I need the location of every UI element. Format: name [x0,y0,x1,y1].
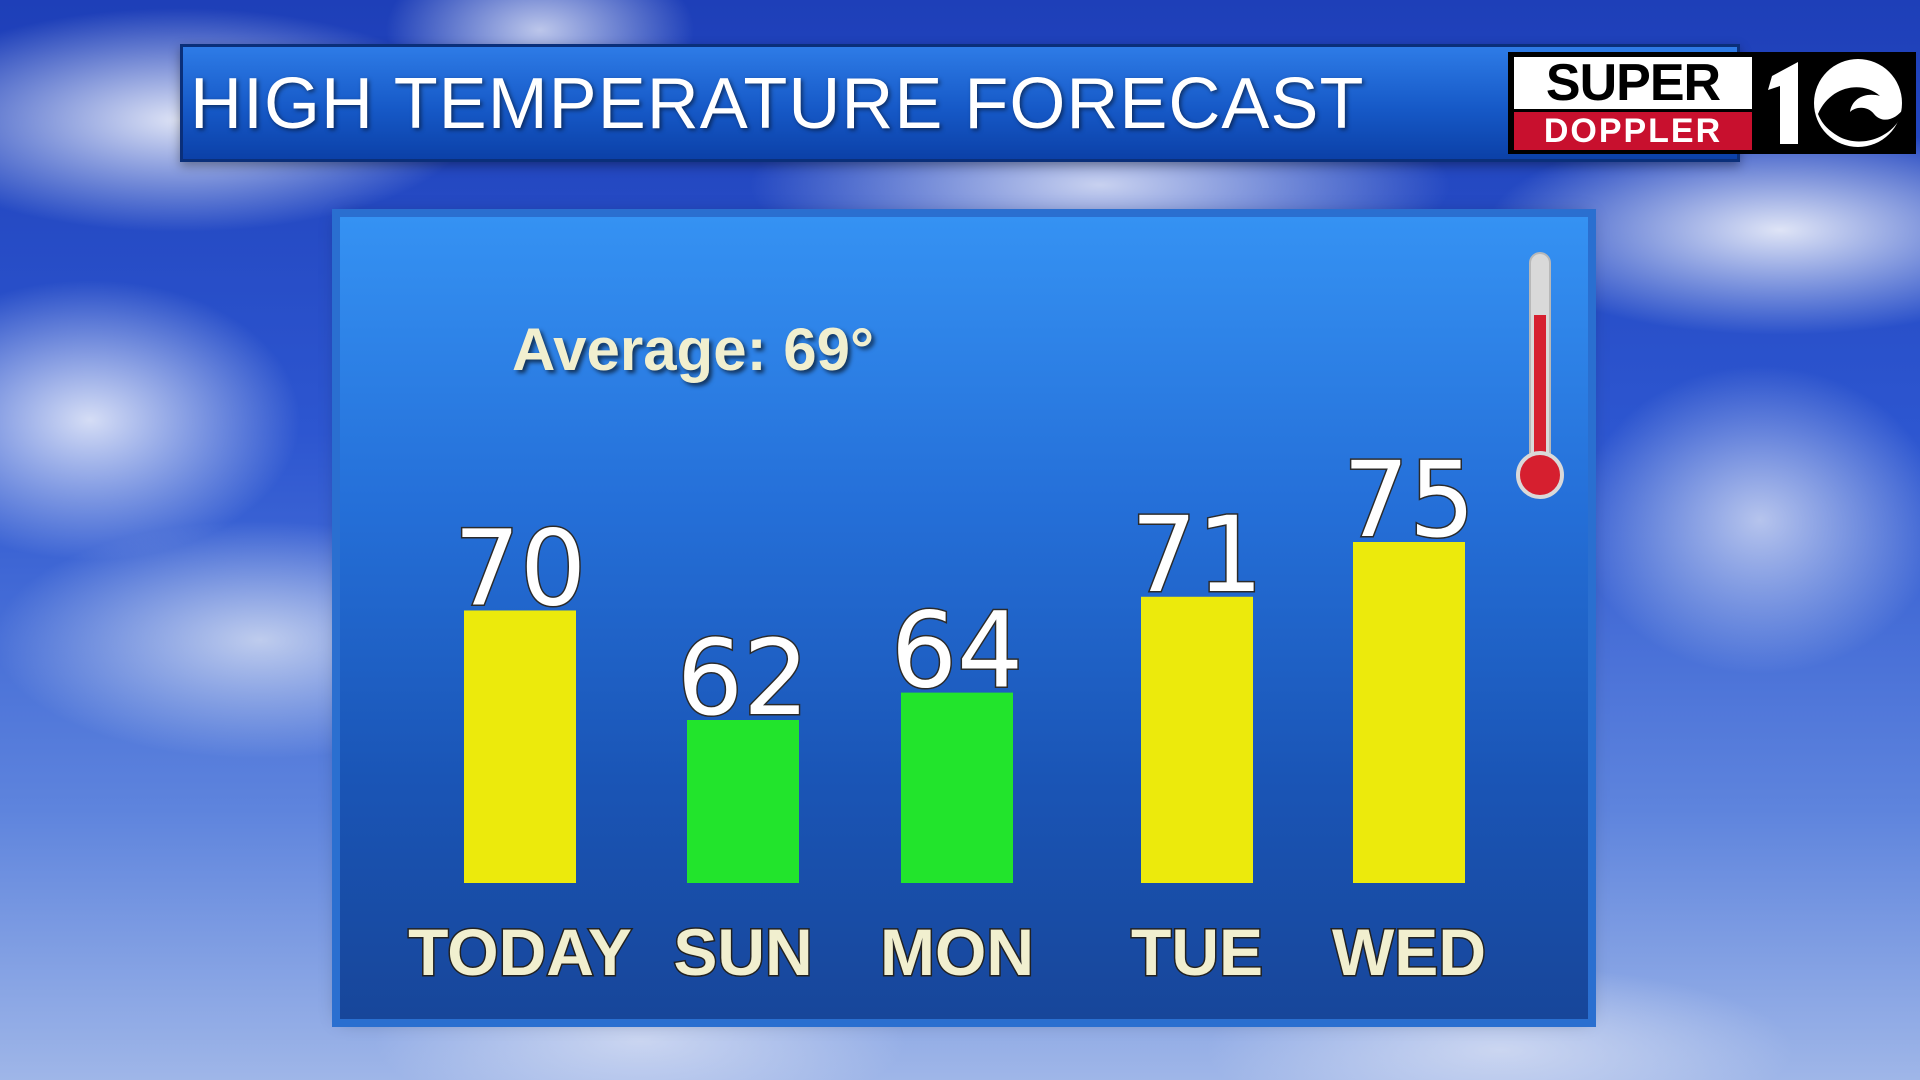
bar-chart: 70 TODAY 62 SUN 64 MON 71 TUE 75 WED [407,438,1488,991]
logo-super-text: SUPER [1514,57,1752,109]
logo-doppler-text: DOPPLER [1514,112,1752,150]
bar-value-label: 64 [891,590,1023,712]
bar-value-label: 62 [677,617,809,739]
category-label: TUE [1131,915,1263,989]
category-label: WED [1332,915,1486,989]
chart-panel: Average: 69° 70 TODAY 62 SUN 64 MON 71 TUE 75 WED [340,217,1588,1019]
bar-sun [687,720,799,883]
thermometer-icon [1516,252,1564,499]
bar-today [464,610,576,883]
category-label: SUN [673,915,812,989]
channel-10-wave-icon [1768,59,1904,147]
bar-value-label: 71 [1131,494,1263,616]
bar-value-label: 70 [454,507,586,629]
bar-mon [901,692,1013,883]
bar-value-label: 75 [1343,439,1475,561]
chart-title: HIGH TEMPERATURE FORECAST [190,64,1365,144]
title-bar: HIGH TEMPERATURE FORECAST SUPER DOPPLER [180,44,1916,162]
station-logo: SUPER DOPPLER [1508,52,1916,154]
average-label: Average: 69° [512,316,874,383]
category-label: TODAY [408,915,632,989]
bar-tue [1141,596,1253,883]
bar-wed [1353,542,1465,883]
category-label: MON [880,915,1034,989]
